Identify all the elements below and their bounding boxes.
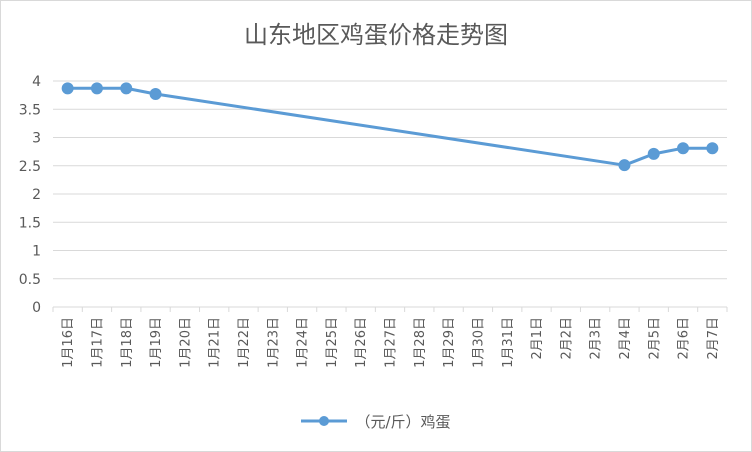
- x-tick-label: 1月16日: [61, 317, 76, 368]
- x-tick-label: 2月7日: [706, 317, 721, 360]
- data-point: [706, 142, 719, 155]
- data-point: [90, 82, 103, 95]
- x-tick-label: 2月6日: [677, 317, 692, 360]
- y-tick-label: 1: [32, 244, 41, 260]
- y-tick-label: 4: [32, 74, 41, 90]
- data-point: [120, 82, 133, 95]
- x-tick-label: 1月18日: [120, 317, 135, 368]
- data-point: [647, 147, 660, 160]
- y-tick-label: 2: [32, 187, 41, 203]
- x-tick-label: 1月19日: [149, 317, 164, 368]
- x-tick-label: 1月17日: [91, 317, 106, 368]
- x-tick-label: 1月21日: [208, 317, 223, 368]
- y-tick-label: 0.5: [19, 272, 41, 288]
- x-tick-label: 1月28日: [413, 317, 428, 368]
- data-point: [677, 142, 690, 155]
- x-tick-label: 2月2日: [559, 317, 574, 360]
- x-tick-label: 2月4日: [618, 317, 633, 360]
- legend-label: （元/斤）鸡蛋: [355, 412, 451, 431]
- series-line: [67, 86, 713, 167]
- chart-title: 山东地区鸡蛋价格走势图: [244, 21, 508, 49]
- y-tick-label: 1.5: [19, 215, 41, 231]
- x-tick-label: 1月30日: [471, 317, 486, 368]
- x-tick-label: 1月26日: [354, 317, 369, 368]
- y-tick-label: 3.5: [19, 102, 41, 118]
- x-tick-label: 1月23日: [266, 317, 281, 368]
- x-tick-label: 1月20日: [178, 317, 193, 368]
- x-tick-label: 2月1日: [530, 317, 545, 360]
- legend-swatch: [301, 416, 348, 426]
- x-tick-label: 1月31日: [501, 317, 516, 368]
- y-tick-label: 3: [32, 131, 41, 147]
- x-tick-label: 1月24日: [296, 317, 311, 368]
- x-tick-label: 1月27日: [384, 317, 399, 368]
- y-tick-label: 2.5: [19, 159, 41, 175]
- x-tick-label: 1月29日: [442, 317, 457, 368]
- data-point: [618, 159, 631, 172]
- data-point: [61, 82, 74, 95]
- y-tick-label: 0: [32, 300, 41, 316]
- legend: （元/斤）鸡蛋: [1, 409, 751, 433]
- data-point: [149, 87, 162, 100]
- x-tick-label: 1月25日: [325, 317, 340, 368]
- x-tick-label: 2月5日: [647, 317, 662, 360]
- x-tick-label: 2月3日: [589, 317, 604, 360]
- x-tick-label: 1月22日: [237, 317, 252, 368]
